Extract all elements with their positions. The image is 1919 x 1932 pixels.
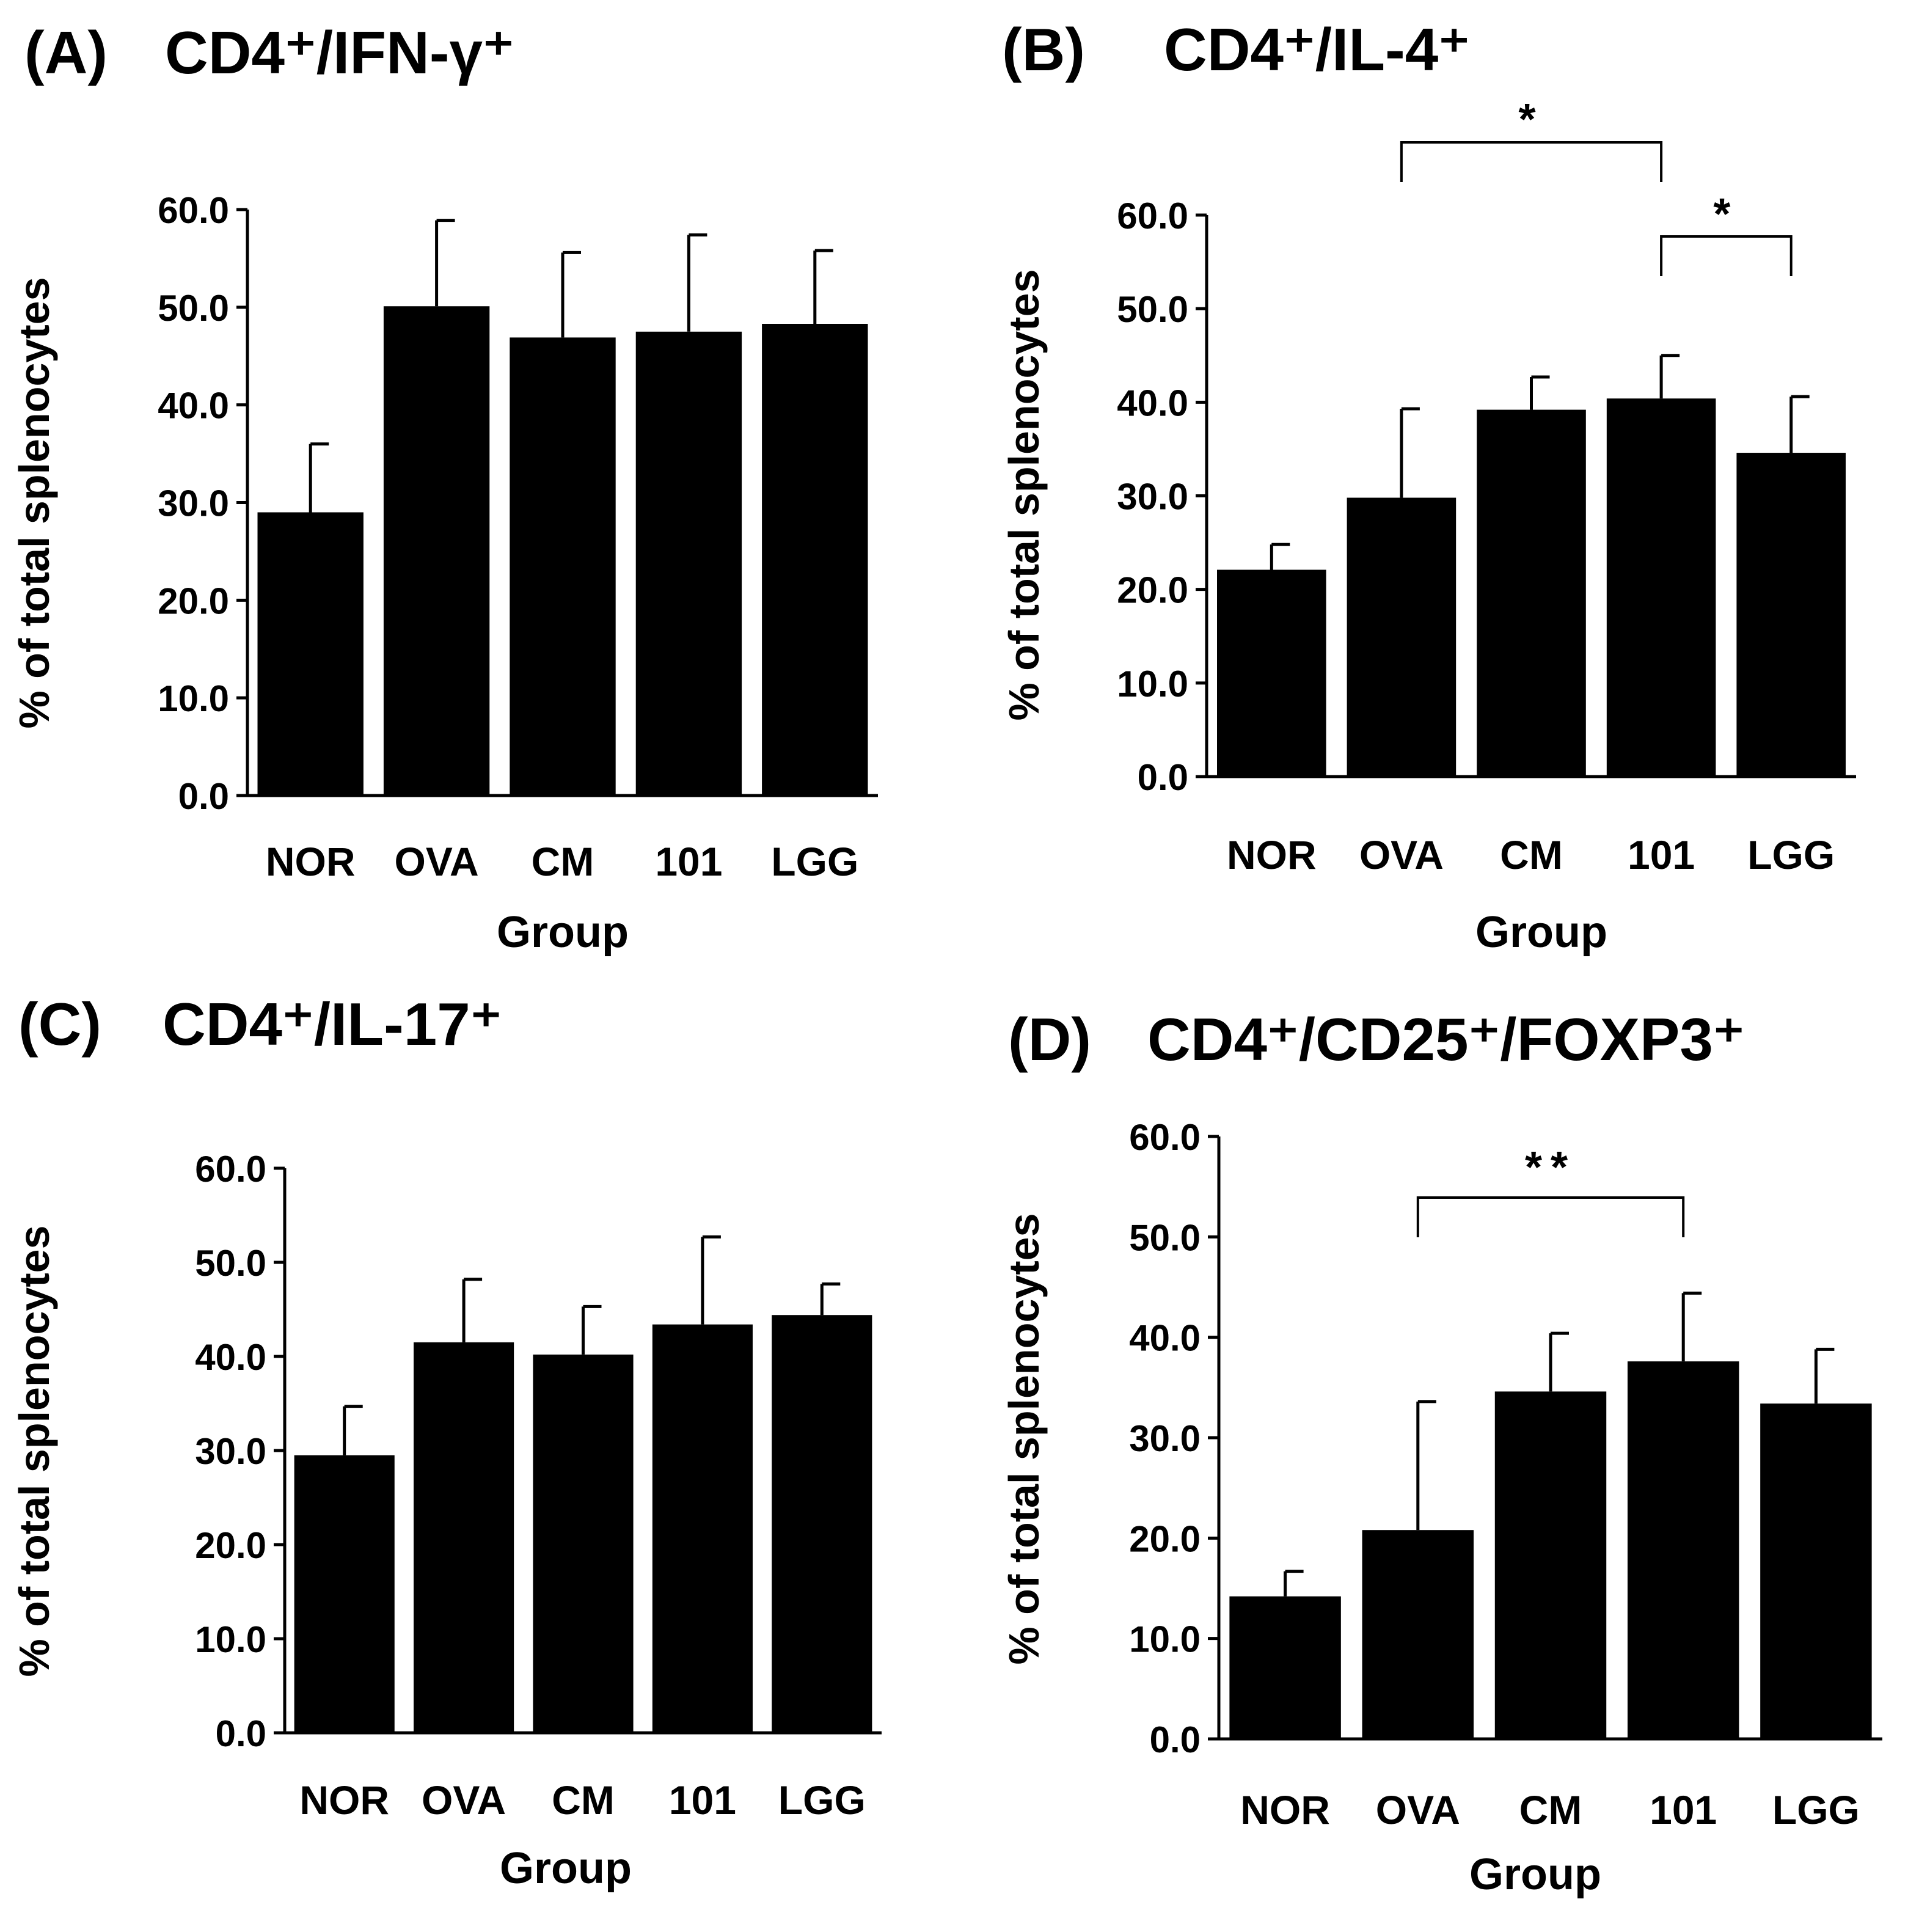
y-axis-label: % of total splenocytes xyxy=(1000,1213,1048,1664)
x-axis-label: Group xyxy=(1469,1850,1601,1899)
y-tick-label: 10.0 xyxy=(158,678,229,719)
y-tick-label: 50.0 xyxy=(158,288,229,329)
bar-cm xyxy=(510,337,616,796)
y-tick-label: 20.0 xyxy=(1117,570,1188,611)
significance-label: * xyxy=(1518,95,1544,144)
x-tick-label: LGG xyxy=(778,1777,866,1823)
x-tick-label: CM xyxy=(1500,832,1563,877)
y-tick-label: 30.0 xyxy=(158,483,229,524)
significance-bracket xyxy=(1416,1196,1685,1237)
significance-bracket xyxy=(1660,235,1793,276)
bar-cm xyxy=(1477,409,1586,777)
x-tick-label: 101 xyxy=(1650,1787,1717,1832)
y-tick-label: 0.0 xyxy=(1138,757,1188,798)
y-axis-label: % of total splenocytes xyxy=(10,1225,58,1677)
y-tick-label: 40.0 xyxy=(158,386,229,426)
significance-label: ** xyxy=(1525,1143,1576,1192)
y-tick-label: 50.0 xyxy=(1117,289,1188,330)
y-tick-label: 60.0 xyxy=(158,190,229,231)
bar-ova xyxy=(414,1342,514,1733)
y-tick-label: 50.0 xyxy=(1129,1217,1201,1258)
y-tick-label: 30.0 xyxy=(195,1431,266,1472)
bar-101 xyxy=(652,1324,753,1733)
x-tick-label: CM xyxy=(552,1777,615,1823)
panel-b: (B) CD4⁺/IL-4⁺ 0.0 10.0 20.0 30.0 40.0 50.0 60.0… xyxy=(1000,16,1856,957)
bar-101 xyxy=(635,331,742,796)
panel-c: (C) CD4⁺/IL-17⁺ 0.0 10.0 20.0 30.0 40.0 50.0 60.… xyxy=(10,990,882,1893)
bar-101 xyxy=(1606,398,1716,777)
x-tick-label: CM xyxy=(1519,1787,1582,1832)
panel-a: (A) CD4⁺/IFN-γ⁺ 0.0 10.0 20.0 30.0 40.0 50.0 60.… xyxy=(10,19,878,957)
bar-nor xyxy=(1229,1596,1341,1739)
x-tick-label: OVA xyxy=(1376,1787,1460,1832)
bar-nor xyxy=(257,512,364,796)
panel-title: CD4⁺/IFN-γ⁺ xyxy=(165,19,514,86)
y-tick-label: 60.0 xyxy=(195,1149,266,1190)
x-tick-label: OVA xyxy=(395,839,479,884)
bar-101 xyxy=(1627,1361,1739,1739)
y-tick-label: 0.0 xyxy=(178,776,229,817)
panel-label: (D) xyxy=(1008,1006,1091,1073)
y-tick-label: 50.0 xyxy=(195,1243,266,1284)
y-tick-label: 10.0 xyxy=(195,1619,266,1660)
y-tick-label: 30.0 xyxy=(1117,477,1188,518)
significance-label: * xyxy=(1713,190,1739,239)
y-tick-label: 0.0 xyxy=(1150,1719,1201,1760)
y-tick-label: 10.0 xyxy=(1117,664,1188,704)
panel-title: CD4⁺/CD25⁺/FOXP3⁺ xyxy=(1147,1006,1745,1073)
x-axis-label: Group xyxy=(500,1844,632,1893)
bar-ova xyxy=(1362,1530,1474,1739)
bar-nor xyxy=(1217,569,1326,777)
x-tick-label: LGG xyxy=(1747,832,1835,877)
panel-label: (B) xyxy=(1002,16,1085,83)
y-tick-label: 30.0 xyxy=(1129,1418,1201,1459)
bar-lgg xyxy=(1736,453,1846,777)
bar-lgg xyxy=(1760,1403,1872,1739)
x-tick-label: NOR xyxy=(1240,1787,1330,1832)
y-axis-label: % of total splenocytes xyxy=(10,277,58,728)
bar-ova xyxy=(383,306,490,796)
y-tick-label: 20.0 xyxy=(195,1525,266,1566)
panel-d: (D) CD4⁺/CD25⁺/FOXP3⁺ 0.0 10.0 20.0 30.0 40.0 5… xyxy=(1000,1006,1882,1899)
panel-title: CD4⁺/IL-4⁺ xyxy=(1164,16,1470,83)
y-tick-label: 40.0 xyxy=(1129,1318,1201,1359)
x-tick-label: NOR xyxy=(1227,832,1317,877)
x-tick-label: OVA xyxy=(422,1777,506,1823)
x-tick-label: NOR xyxy=(299,1777,389,1823)
x-tick-label: 101 xyxy=(669,1777,736,1823)
bar-lgg xyxy=(762,324,868,796)
x-tick-label: LGG xyxy=(771,839,858,884)
bar-nor xyxy=(294,1455,395,1733)
x-tick-label: 101 xyxy=(655,839,722,884)
y-tick-label: 10.0 xyxy=(1129,1619,1201,1660)
y-tick-label: 0.0 xyxy=(216,1713,266,1754)
panel-label: (A) xyxy=(24,19,108,86)
bar-ova xyxy=(1347,497,1457,777)
y-tick-label: 20.0 xyxy=(158,580,229,621)
x-tick-label: LGG xyxy=(1772,1787,1860,1832)
x-axis-label: Group xyxy=(497,908,629,957)
y-tick-label: 60.0 xyxy=(1129,1117,1201,1158)
y-tick-label: 40.0 xyxy=(1117,382,1188,423)
y-tick-label: 60.0 xyxy=(1117,196,1188,236)
y-tick-label: 20.0 xyxy=(1129,1518,1201,1559)
x-axis-label: Group xyxy=(1475,908,1607,957)
bar-cm xyxy=(533,1354,634,1733)
bar-lgg xyxy=(772,1315,872,1733)
x-tick-label: CM xyxy=(532,839,594,884)
y-tick-label: 40.0 xyxy=(195,1337,266,1378)
x-tick-label: OVA xyxy=(1359,832,1444,877)
panel-title: CD4⁺/IL-17⁺ xyxy=(163,990,502,1058)
x-tick-label: NOR xyxy=(266,839,356,884)
panel-label: (C) xyxy=(18,990,101,1058)
x-tick-label: 101 xyxy=(1628,832,1695,877)
significance-bracket xyxy=(1400,141,1663,182)
bar-cm xyxy=(1494,1391,1607,1739)
y-axis-label: % of total splenocytes xyxy=(1000,269,1048,720)
